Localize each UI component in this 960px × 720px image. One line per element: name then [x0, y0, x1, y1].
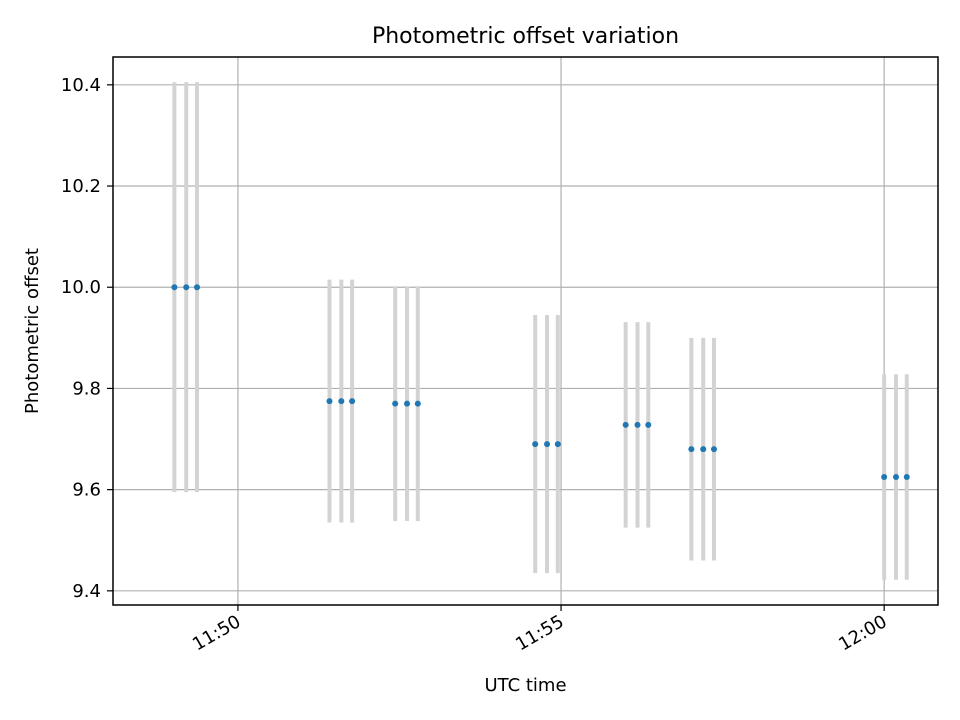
y-axis-label: Photometric offset	[22, 248, 43, 414]
data-point	[903, 473, 910, 480]
data-point	[634, 421, 641, 428]
x-tick-label: 11:55	[512, 611, 567, 655]
data-point	[183, 284, 190, 291]
grid-lines	[113, 57, 938, 605]
data-point	[645, 421, 652, 428]
data-point	[194, 284, 201, 291]
data-point	[554, 441, 561, 448]
data-point	[338, 398, 345, 405]
data-point	[700, 446, 707, 453]
data-point	[710, 446, 717, 453]
y-tick-label: 10.2	[61, 176, 101, 197]
chart-title: Photometric offset variation	[372, 24, 679, 49]
data-point	[881, 473, 888, 480]
y-tick-label: 9.6	[72, 480, 101, 501]
data-point	[532, 441, 539, 448]
data-point	[171, 284, 178, 291]
data-point	[349, 398, 356, 405]
data-point	[404, 400, 411, 407]
data-point	[392, 400, 399, 407]
x-tick-label: 11:50	[189, 611, 244, 655]
data-point	[622, 421, 629, 428]
data-point	[688, 446, 695, 453]
plot-frame	[112, 56, 939, 606]
data-points	[171, 284, 910, 480]
y-tick-label: 9.4	[72, 581, 101, 602]
data-point	[326, 398, 333, 405]
x-axis-label: UTC time	[484, 675, 566, 696]
data-point	[544, 441, 551, 448]
y-tick-label: 9.8	[72, 378, 101, 399]
x-tick-label: 12:00	[835, 611, 890, 655]
error-bars	[172, 82, 909, 580]
data-point	[414, 400, 421, 407]
y-tick-label: 10.4	[61, 75, 101, 96]
y-tick-label: 10.0	[61, 277, 101, 298]
data-point	[892, 473, 899, 480]
